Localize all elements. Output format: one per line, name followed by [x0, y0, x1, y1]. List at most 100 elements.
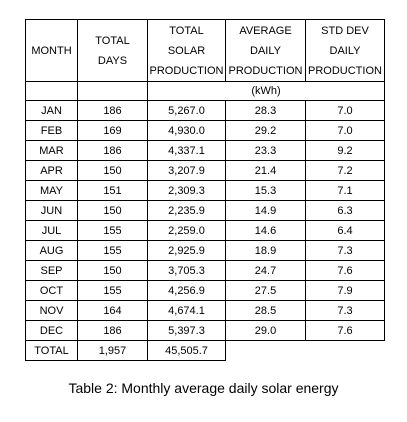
table-row: MAR 186 4,337.1 23.3 9.2 — [25, 140, 385, 161]
cell-month: AUG — [25, 240, 78, 261]
units-row: (kWh) — [25, 81, 385, 101]
header-average-daily-production: AVERAGE DAILY PRODUCTION — [225, 19, 306, 82]
cell-std: 7.3 — [305, 240, 385, 261]
cell-days: 151 — [77, 180, 148, 201]
cell-days: 186 — [77, 140, 148, 161]
header-total-solar-line-1: TOTAL — [169, 24, 204, 37]
table-row: AUG 155 2,925.9 18.9 7.3 — [25, 240, 385, 261]
cell-avg: 15.3 — [225, 180, 306, 201]
cell-std: 7.6 — [305, 260, 385, 281]
table-row: APR 150 3,207.9 21.4 7.2 — [25, 160, 385, 181]
cell-month: MAY — [25, 180, 78, 201]
header-std-dev-line-1: STD DEV — [321, 24, 369, 37]
cell-total: 2,235.9 — [147, 200, 226, 221]
cell-avg: 23.3 — [225, 140, 306, 161]
cell-total: 3,705.3 — [147, 260, 226, 281]
cell-month: OCT — [25, 280, 78, 301]
header-std-dev-daily-production: STD DEV DAILY PRODUCTION — [305, 19, 385, 82]
header-avg-daily-line-2: DAILY — [250, 44, 281, 57]
cell-avg: 18.9 — [225, 240, 306, 261]
cell-avg: 14.6 — [225, 220, 306, 241]
cell-days: 186 — [77, 100, 148, 121]
cell-days: 150 — [77, 260, 148, 281]
cell-std: 7.9 — [305, 280, 385, 301]
cell-days: 169 — [77, 120, 148, 141]
cell-std: 6.3 — [305, 200, 385, 221]
cell-avg: 24.7 — [225, 260, 306, 281]
table-row: FEB 169 4,930.0 29.2 7.0 — [25, 120, 385, 141]
total-row: TOTAL 1,957 45,505.7 — [25, 340, 385, 361]
cell-std: 9.2 — [305, 140, 385, 161]
header-month: MONTH — [25, 19, 78, 82]
cell-avg: 29.0 — [225, 320, 306, 341]
cell-days: 155 — [77, 240, 148, 261]
table-row: SEP 150 3,705.3 24.7 7.6 — [25, 260, 385, 281]
header-total-days: TOTAL DAYS — [77, 19, 148, 82]
cell-std: 7.0 — [305, 100, 385, 121]
header-std-dev-line-3: PRODUCTION — [308, 64, 382, 77]
cell-std: 7.0 — [305, 120, 385, 141]
header-total-days-line-1: TOTAL — [95, 34, 130, 47]
header-month-label: MONTH — [31, 44, 72, 57]
cell-total: 2,309.3 — [147, 180, 226, 201]
total-cell-days: 1,957 — [77, 340, 148, 361]
cell-total: 4,674.1 — [147, 300, 226, 321]
cell-total: 3,207.9 — [147, 160, 226, 181]
cell-avg: 27.5 — [225, 280, 306, 301]
cell-std: 7.1 — [305, 180, 385, 201]
cell-avg: 21.4 — [225, 160, 306, 181]
cell-month: MAR — [25, 140, 78, 161]
cell-std: 7.2 — [305, 160, 385, 181]
cell-month: FEB — [25, 120, 78, 141]
total-cell-label: TOTAL — [25, 340, 78, 361]
cell-month: JUN — [25, 200, 78, 221]
cell-month: NOV — [25, 300, 78, 321]
units-label: (kWh) — [147, 81, 385, 101]
table-row: DEC 186 5,397.3 29.0 7.6 — [25, 320, 385, 341]
cell-total: 4,337.1 — [147, 140, 226, 161]
header-row: MONTH TOTAL DAYS TOTAL SOLAR PRODUCTION … — [25, 19, 385, 82]
header-total-days-line-2: DAYS — [97, 54, 128, 67]
units-spacer-month — [25, 81, 78, 101]
cell-std: 6.4 — [305, 220, 385, 241]
cell-month: APR — [25, 160, 78, 181]
cell-days: 186 — [77, 320, 148, 341]
table-row: MAY 151 2,309.3 15.3 7.1 — [25, 180, 385, 201]
cell-total: 2,259.0 — [147, 220, 226, 241]
cell-days: 164 — [77, 300, 148, 321]
table-row: JUL 155 2,259.0 14.6 6.4 — [25, 220, 385, 241]
cell-std: 7.6 — [305, 320, 385, 341]
cell-days: 150 — [77, 160, 148, 181]
cell-avg: 28.3 — [225, 100, 306, 121]
cell-avg: 14.9 — [225, 200, 306, 221]
header-total-solar-line-3: PRODUCTION — [149, 64, 224, 77]
header-std-dev-line-2: DAILY — [329, 44, 361, 57]
header-avg-daily-line-1: AVERAGE — [239, 24, 292, 37]
cell-std: 7.3 — [305, 300, 385, 321]
cell-month: JAN — [25, 100, 78, 121]
cell-days: 155 — [77, 280, 148, 301]
table-row: NOV 164 4,674.1 28.5 7.3 — [25, 300, 385, 321]
cell-total: 5,397.3 — [147, 320, 226, 341]
header-total-solar-production: TOTAL SOLAR PRODUCTION — [147, 19, 226, 82]
table-row: JUN 150 2,235.9 14.9 6.3 — [25, 200, 385, 221]
cell-month: DEC — [25, 320, 78, 341]
solar-production-table: MONTH TOTAL DAYS TOTAL SOLAR PRODUCTION … — [25, 19, 385, 361]
cell-total: 4,930.0 — [147, 120, 226, 141]
cell-total: 4,256.9 — [147, 280, 226, 301]
cell-avg: 29.2 — [225, 120, 306, 141]
cell-total: 2,925.9 — [147, 240, 226, 261]
header-total-solar-line-2: SOLAR — [167, 44, 206, 57]
cell-month: SEP — [25, 260, 78, 281]
table-row: OCT 155 4,256.9 27.5 7.9 — [25, 280, 385, 301]
cell-days: 155 — [77, 220, 148, 241]
cell-days: 150 — [77, 200, 148, 221]
table-row: JAN 186 5,267.0 28.3 7.0 — [25, 100, 385, 121]
cell-avg: 28.5 — [225, 300, 306, 321]
table-caption: Table 2: Monthly average daily solar ene… — [68, 380, 339, 396]
total-row-empty — [225, 340, 385, 361]
table-body: JAN 186 5,267.0 28.3 7.0 FEB 169 4,930.0 29.2 7.0… — [25, 100, 385, 361]
total-cell-total: 45,505.7 — [147, 340, 226, 361]
header-avg-daily-line-3: PRODUCTION — [228, 64, 303, 77]
cell-total: 5,267.0 — [147, 100, 226, 121]
